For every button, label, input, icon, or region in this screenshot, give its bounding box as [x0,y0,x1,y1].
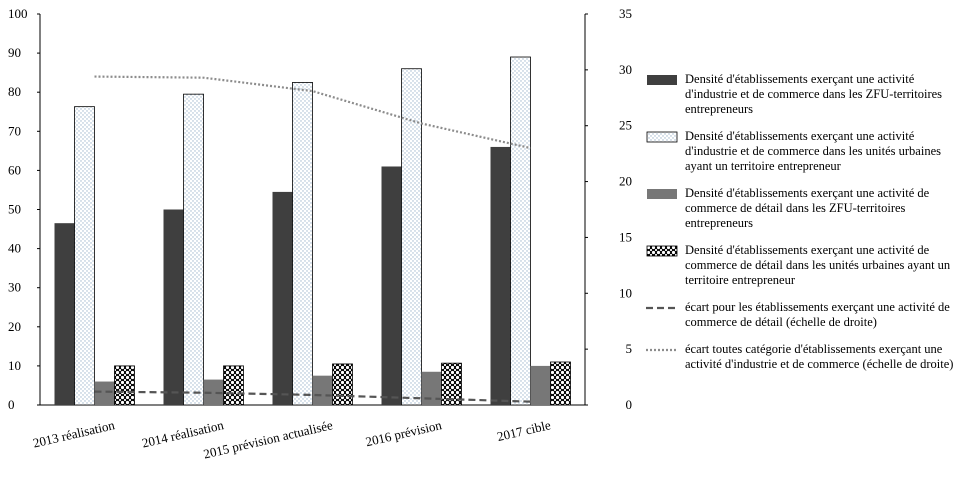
y-tick-label: 50 [8,202,21,217]
legend-icon [647,189,677,199]
bar [272,191,293,405]
line-series [94,75,531,150]
y2-tick-label: 20 [619,174,632,189]
bar [54,223,75,405]
bar [441,362,462,406]
legend-swatch [646,131,678,143]
legend-label: Densité d'établissements exerçant une ac… [685,243,951,287]
bar [74,106,95,406]
bar [332,363,353,406]
legend-icon [647,75,677,85]
x-tick-label: 2017 cible [496,417,553,444]
y-tick-label: 10 [8,358,21,373]
legend-item: écart toutes catégorie d'établissements … [646,342,976,372]
bar [94,381,115,405]
chart: 0 10 20 30 40 50 60 70 80 90 100 0 5 10 15 20 25 30 35 2013… [8,6,633,462]
x-tick-label: 2016 prévision [364,417,444,449]
y-tick-label: 60 [8,162,21,177]
legend-label: Densité d'établissements exerçant une ac… [685,186,930,230]
bar [223,365,244,406]
y-tick-label: 30 [8,280,21,295]
bar [114,365,135,406]
y-tick-label: 40 [8,241,21,256]
y-tick-label: 0 [8,397,15,412]
legend: Densité d'établissements exerçant une ac… [646,72,976,384]
y2-tick-label: 30 [619,62,632,77]
legend-item: écart pour les établissements exerçant u… [646,300,976,330]
legend-label: écart toutes catégorie d'établissements … [685,342,954,371]
y-tick-label: 70 [8,123,21,138]
legend-item: Densité d'établissements exerçant une ac… [646,72,976,117]
bar [163,209,184,405]
y2-tick-label: 0 [626,397,633,412]
y-tick-label: 100 [8,6,28,21]
line-series [94,390,531,403]
legend-item: Densité d'établissements exerçant une ac… [646,186,976,231]
y-tick-label: 20 [8,319,21,334]
x-tick-label-group: 2013 réalisation [31,417,116,450]
y-tick-label: 90 [8,45,21,60]
legend-label: Densité d'établissements exerçant une ac… [685,72,943,116]
legend-label: Densité d'établissements exerçant une ac… [685,129,941,173]
y2-tick-label: 5 [626,341,633,356]
bar [530,365,551,405]
bar [421,371,442,405]
y2-tick-label: 10 [619,285,632,300]
bar [510,56,531,406]
bar [312,375,333,405]
bar [203,379,224,405]
legend-icon [646,306,678,310]
x-tick-label: 2013 réalisation [31,417,116,450]
x-tick-label-group: 2016 prévision [364,417,444,449]
y2-tick-label: 15 [619,229,632,244]
legend-icon [646,131,678,143]
y2-tick-label: 25 [619,118,632,133]
bar [401,68,422,406]
bar [381,166,402,405]
legend-item: Densité d'établissements exerçant une ac… [646,129,976,174]
legend-item: Densité d'établissements exerçant une ac… [646,243,976,288]
y-tick-label: 80 [8,84,21,99]
x-tick-label-group: 2017 cible [496,417,553,444]
legend-icon [646,348,678,352]
bar [292,82,313,406]
bar [490,146,511,405]
bar [183,93,204,406]
y2-tick-label: 35 [619,6,632,21]
legend-swatch [647,189,677,199]
legend-swatch [646,245,678,257]
bar [550,361,571,406]
legend-swatch [647,75,677,85]
legend-icon [646,245,678,257]
legend-label: écart pour les établissements exerçant u… [685,300,950,329]
